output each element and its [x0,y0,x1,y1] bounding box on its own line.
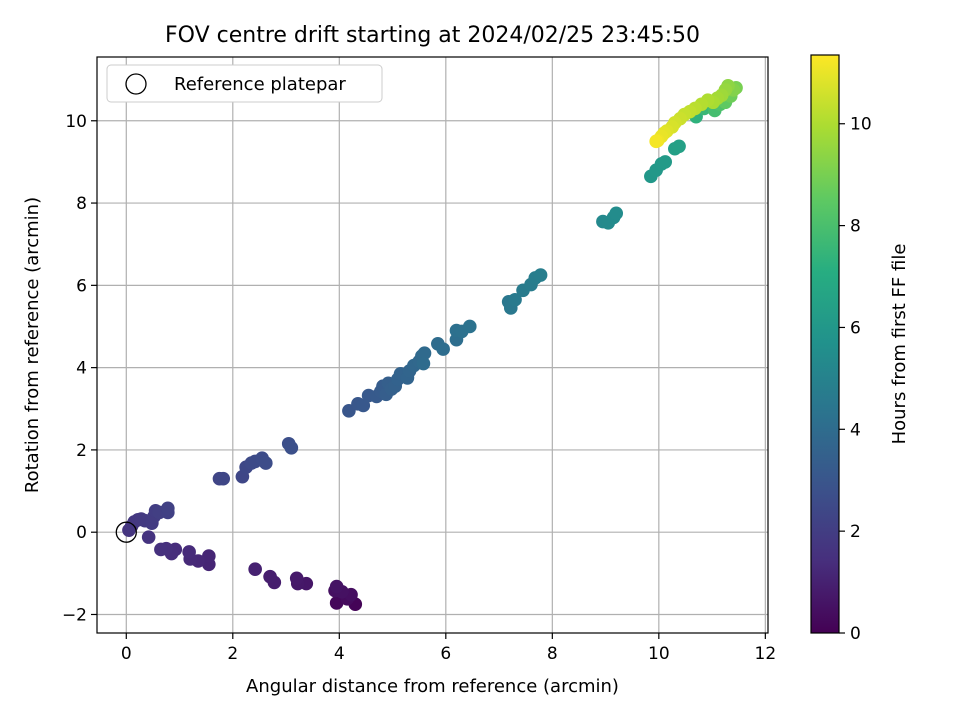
x-tick-label: 2 [227,644,238,664]
x-tick-label: 8 [547,644,558,664]
y-tick-label: 0 [76,523,87,543]
data-point [263,569,277,584]
data-point [436,342,450,356]
x-axis-label: Angular distance from reference (arcmin) [246,676,619,697]
data-point [141,530,156,544]
legend-reference-marker [125,73,147,95]
data-point [672,139,686,154]
data-point [533,268,548,282]
data-point [649,134,663,149]
y-tick-label: 4 [76,359,87,379]
data-points [122,79,743,611]
data-point [182,545,196,559]
x-axis-ticks: 0 2 4 6 8 10 12 [121,633,776,664]
colorbar-tick-label: 0 [850,624,861,644]
y-tick-label: −2 [62,605,87,625]
y-tick-label: 10 [65,112,87,132]
data-point [161,501,175,516]
data-point [202,549,216,563]
data-point [658,155,673,169]
data-point [259,456,273,470]
y-axis-ticks: −2 0 2 4 6 8 10 [62,112,97,625]
legend: Reference platepar [106,64,383,103]
colorbar-tick-label: 6 [850,318,861,338]
data-point [416,356,431,371]
data-point [154,542,168,557]
data-point [329,596,344,610]
data-point [284,441,299,455]
colorbar-tick-label: 2 [850,522,861,542]
y-tick-label: 6 [76,276,87,296]
grid-lines [97,57,768,633]
colorbar-gradient [810,54,840,634]
reference-platepar-point [115,521,137,543]
data-point [609,206,624,221]
x-tick-label: 6 [440,644,451,664]
colorbar-tick-label: 4 [850,420,861,440]
data-point [508,292,522,307]
colorbar: 0 2 4 6 8 10 Hours from first FF file [810,54,910,644]
reference-marker [115,521,137,543]
x-tick-label: 4 [334,644,345,664]
data-point [417,346,432,361]
x-tick-label: 12 [755,644,777,664]
y-tick-label: 8 [76,194,87,214]
y-tick-label: 2 [76,441,87,461]
colorbar-tick-label: 8 [850,217,861,237]
chart-title: FOV centre drift starting at 2024/02/25 … [165,23,700,48]
y-axis-label: Rotation from reference (arcmin) [22,197,43,493]
data-point [248,562,262,577]
data-point [216,471,231,486]
colorbar-tick-label: 10 [850,115,872,135]
colorbar-label: Hours from first FF file [889,244,910,445]
data-point [329,579,344,594]
x-tick-label: 0 [121,644,132,664]
x-tick-label: 10 [648,644,670,664]
data-point [462,319,477,334]
legend-box [106,64,383,103]
legend-entry-reference-platepar: Reference platepar [174,74,346,95]
data-point [289,571,304,586]
colorbar-ticks: 0 2 4 6 8 10 [839,115,872,644]
plot-frame [96,56,769,634]
